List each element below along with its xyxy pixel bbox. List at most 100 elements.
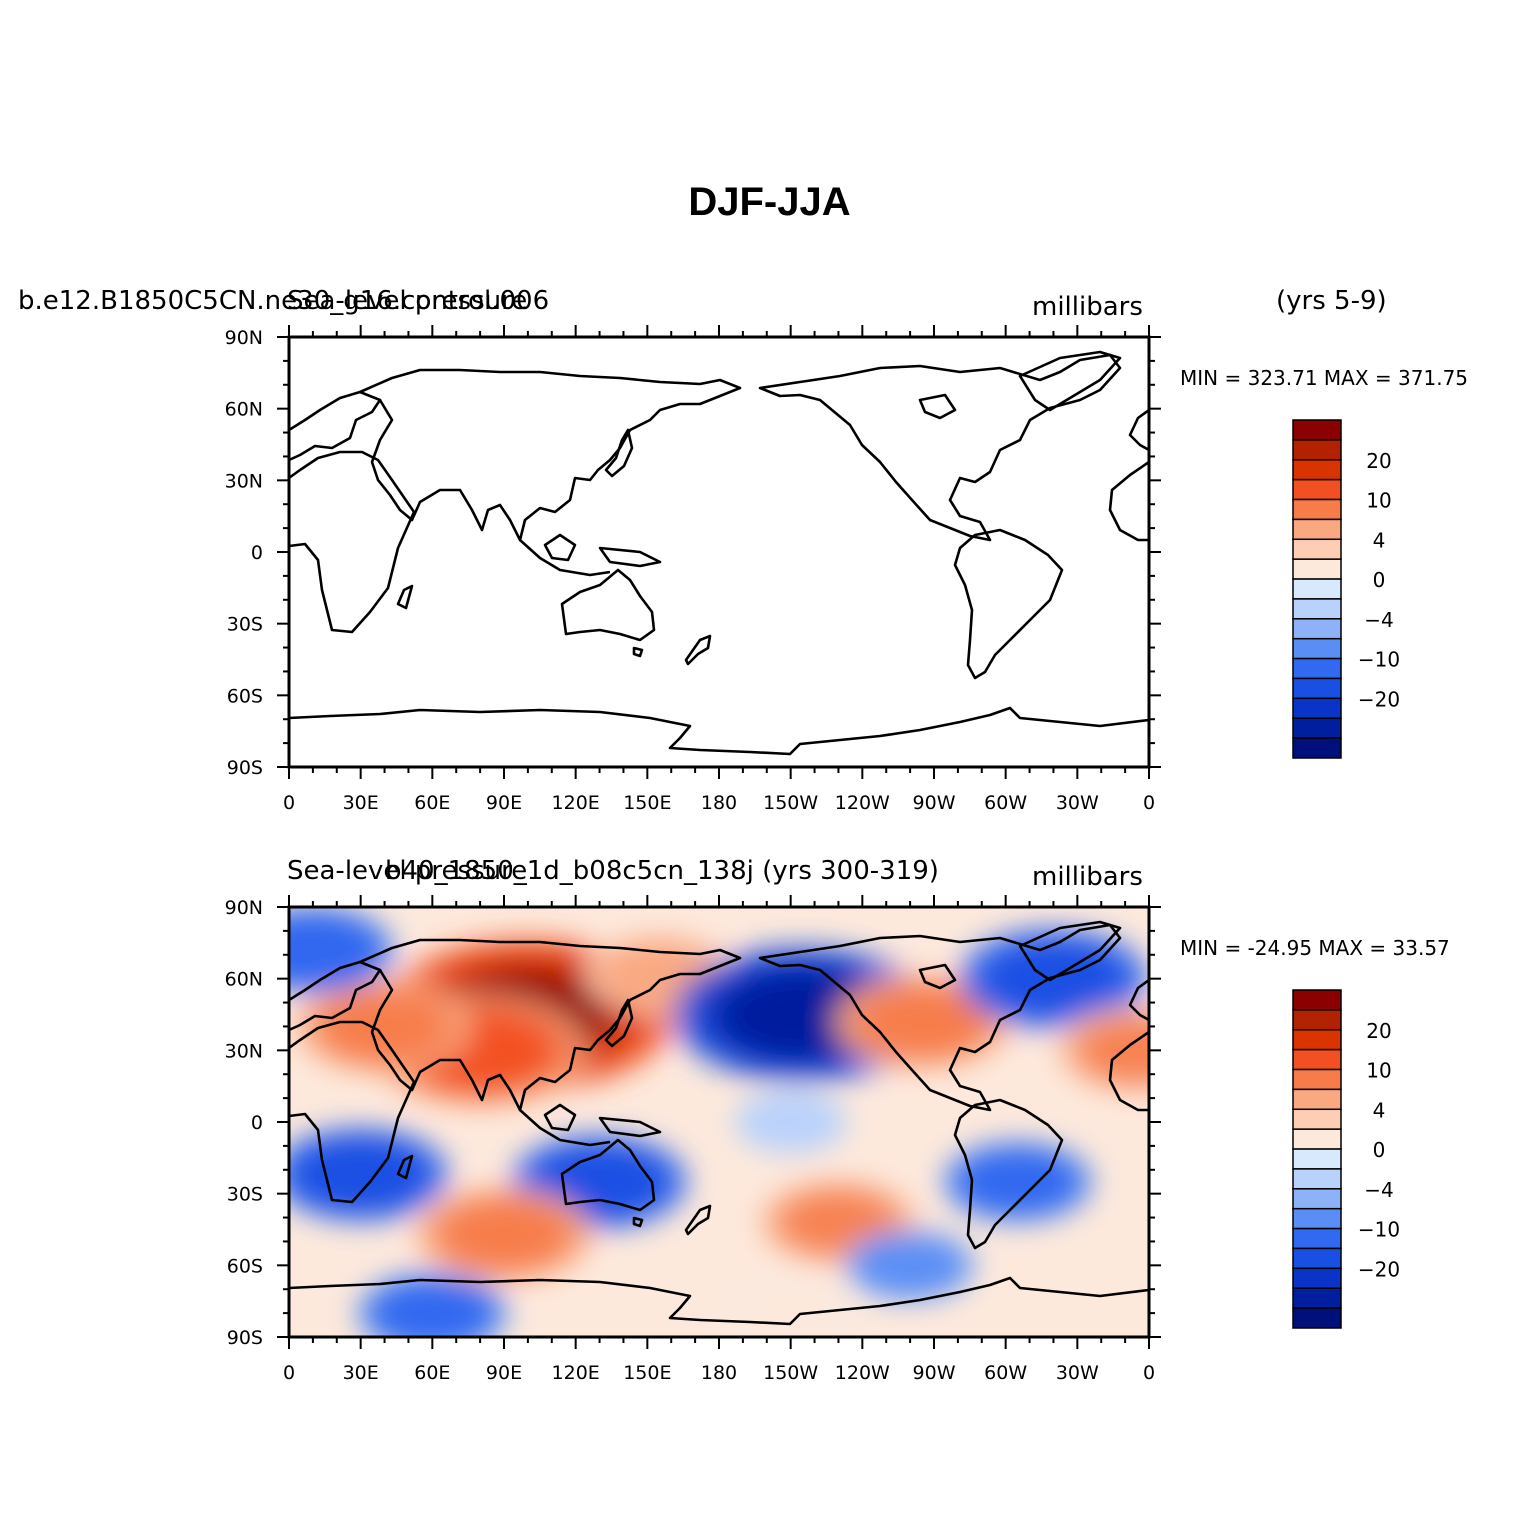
bottom-minmax-stats: MIN = -24.95 MAX = 33.57: [1180, 936, 1450, 960]
bottom-lat-tick-label: 0: [251, 1112, 263, 1134]
bottom-lon-tick-label: 120W: [835, 1362, 890, 1384]
top-years-label: (yrs 5-9): [1276, 286, 1387, 316]
top-lon-tick-label: 30E: [343, 792, 379, 814]
bottom-lon-tick-label: 150E: [623, 1362, 671, 1384]
top-lon-tick-label: 150W: [763, 792, 818, 814]
figure-title: DJF-JJA: [688, 180, 851, 224]
bottom-lon-tick-label: 120E: [552, 1362, 600, 1384]
top-map-panel: 90N 60N 30N 0 30S 60S 90S 0 30E 60E 90E 120E 150E 180…: [225, 325, 1161, 814]
bottom-lon-tick-label: 90W: [913, 1362, 956, 1384]
bottom-colorbar-swatch: [1292, 1247, 1342, 1270]
bottom-colorbar-swatch: [1292, 1207, 1342, 1230]
top-colorbar-swatch: [1292, 459, 1342, 481]
bottom-lon-tick-label: 60W: [984, 1362, 1027, 1384]
top-left-label-variable: Sea-level pressure: [287, 286, 528, 316]
bottom-colorbar-swatch: [1292, 1108, 1342, 1130]
top-lon-tick-label: 120W: [835, 792, 890, 814]
bottom-left-label-run: b40_1850_1d_b08c5cn_138j (yrs 300-319): [385, 856, 939, 886]
contour-region: [739, 1093, 843, 1151]
top-lon-tick-label: 30W: [1056, 792, 1099, 814]
bottom-colorbar-swatch: [1292, 1227, 1342, 1250]
top-lat-tick-label: 0: [251, 542, 263, 564]
top-lat-tick-label: 60N: [225, 399, 263, 421]
top-colorbar-swatch: [1292, 538, 1342, 560]
top-left-label-run: b.e12.B1850C5CN.ne30_g16.control.006: [18, 286, 550, 316]
contour-region: [444, 1201, 564, 1268]
bottom-lat-tick-label: 30N: [225, 1040, 263, 1062]
top-colorbar-swatch: [1292, 737, 1342, 759]
top-map-axes: 90N 60N 30N 0 30S 60S 90S 0 30E 60E 90E 120E 150E 180…: [225, 325, 1161, 814]
contour-region: [862, 988, 982, 1055]
bottom-colorbar: 20 10 4 0 −4 −10 −20: [1292, 989, 1400, 1329]
bottom-colorbar-label: 10: [1366, 1059, 1391, 1083]
top-colorbar-swatch: [1292, 578, 1342, 600]
contour-region: [961, 1150, 1075, 1213]
top-units-label: millibars: [1032, 292, 1143, 322]
bottom-lat-tick-label: 60S: [227, 1255, 263, 1277]
bottom-lon-tick-label: 90E: [486, 1362, 522, 1384]
bottom-colorbar-swatch: [1292, 1128, 1342, 1150]
top-colorbar-swatch: [1292, 717, 1342, 739]
top-colorbar-swatch: [1292, 439, 1342, 461]
bottom-colorbar-swatch: [1292, 1029, 1342, 1051]
bottom-map-axes: 90N 60N 30N 0 30S 60S 90S 0 30E 60E 90E 120E 150E 180…: [225, 895, 1161, 1384]
top-lon-tick-label: 0: [1143, 792, 1155, 814]
bottom-colorbar-swatch: [1292, 1267, 1342, 1289]
bottom-units-label: millibars: [1032, 862, 1143, 892]
contour-region: [856, 1235, 965, 1296]
bottom-colorbar-label: −20: [1358, 1257, 1400, 1281]
top-colorbar-swatch: [1292, 677, 1342, 700]
top-colorbar-swatch: [1292, 618, 1342, 640]
bottom-lat-tick-label: 90S: [227, 1327, 263, 1349]
top-colorbar-swatch: [1292, 498, 1342, 521]
bottom-lon-tick-label: 150W: [763, 1362, 818, 1384]
bottom-colorbar-swatch: [1292, 1168, 1342, 1190]
top-colorbar-swatch: [1292, 518, 1342, 541]
contour-region: [375, 1281, 489, 1337]
top-colorbar-swatch: [1292, 697, 1342, 719]
top-minmax-stats: MIN = 323.71 MAX = 371.75: [1180, 366, 1469, 390]
top-lat-tick-label: 90N: [225, 327, 263, 349]
top-colorbar-label: 4: [1373, 528, 1386, 552]
bottom-lon-tick-label: 0: [283, 1362, 295, 1384]
bottom-lat-tick-label: 60N: [225, 969, 263, 991]
bottom-colorbar-swatch: [1292, 1188, 1342, 1210]
top-colorbar-swatch: [1292, 657, 1342, 680]
top-lon-tick-label: 0: [283, 792, 295, 814]
top-colorbar-swatch: [1292, 478, 1342, 501]
top-lon-tick-label: 60E: [414, 792, 450, 814]
top-colorbar-label: −10: [1358, 648, 1400, 672]
bottom-lat-tick-label: 30S: [227, 1184, 263, 1206]
top-colorbar-label: −20: [1358, 687, 1400, 711]
top-colorbar-swatch: [1292, 598, 1342, 620]
top-lat-tick-label: 60S: [227, 685, 263, 707]
top-colorbar-swatch: [1292, 637, 1342, 660]
bottom-lon-tick-label: 30W: [1056, 1362, 1099, 1384]
top-lat-tick-label: 90S: [227, 757, 263, 779]
top-lat-tick-label: 30S: [227, 614, 263, 636]
contour-region: [301, 1141, 421, 1208]
bottom-colorbar-swatch: [1292, 1287, 1342, 1309]
top-lon-tick-label: 120E: [552, 792, 600, 814]
bottom-colorbar-swatch: [1292, 1307, 1342, 1329]
bottom-colorbar-swatch: [1292, 1048, 1342, 1071]
top-colorbar-label: 20: [1366, 449, 1391, 473]
top-colorbar-swatch: [1292, 558, 1342, 580]
top-colorbar-label: −4: [1364, 608, 1393, 632]
bottom-colorbar-swatch: [1292, 1009, 1342, 1031]
bottom-colorbar-swatch: [1292, 1148, 1342, 1170]
bottom-colorbar-label: 20: [1366, 1019, 1391, 1043]
bottom-colorbar-swatch: [1292, 1068, 1342, 1091]
contour-region: [738, 1283, 844, 1337]
bottom-colorbar-label: −4: [1364, 1178, 1393, 1202]
bottom-colorbar-label: −10: [1358, 1218, 1400, 1242]
top-lon-tick-label: 60W: [984, 792, 1027, 814]
top-lon-tick-label: 90E: [486, 792, 522, 814]
bottom-lon-tick-label: 0: [1143, 1362, 1155, 1384]
contour-region: [1079, 1018, 1149, 1083]
top-lon-tick-label: 90W: [913, 792, 956, 814]
bottom-colorbar-label: 0: [1373, 1138, 1386, 1162]
bottom-left-label-variable: Sea-level pressure: [287, 856, 528, 886]
top-colorbar: 20 10 4 0 −4 −10 −20: [1292, 419, 1400, 759]
bottom-lat-tick-label: 90N: [225, 897, 263, 919]
